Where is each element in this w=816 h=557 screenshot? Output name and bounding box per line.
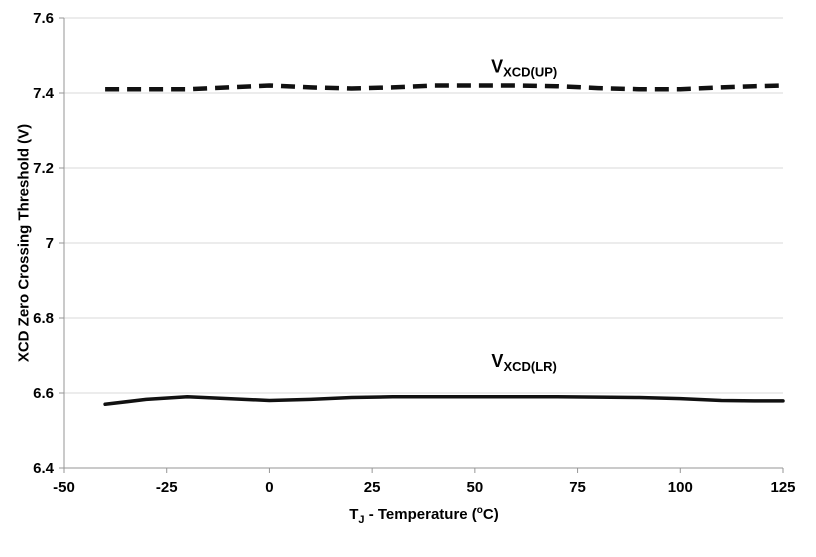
x-tick-label: 75: [569, 479, 586, 496]
x-axis-title-end: C): [482, 506, 499, 523]
x-axis-title: TJ - Temperature (oC): [349, 505, 498, 526]
x-tick-label: 100: [668, 479, 693, 496]
x-tick-label: 125: [770, 479, 795, 496]
x-axis-title-superscript: o: [476, 505, 483, 516]
x-axis-title-main: T: [349, 506, 359, 523]
y-axis-title: XCD Zero Crossing Threshold (V): [16, 124, 33, 362]
x-tick-label: 50: [467, 479, 484, 496]
y-tick-label: 6.6: [33, 385, 54, 402]
series-label-xcdlr: VXCD(LR): [491, 351, 556, 374]
y-tick-label: 7.2: [33, 160, 54, 177]
y-axis-title-text: XCD Zero Crossing Threshold (V): [15, 123, 33, 363]
y-tick-label: 6.8: [33, 310, 54, 327]
x-axis-title-subscript: J: [358, 514, 365, 526]
x-tick-label: 25: [364, 479, 381, 496]
y-tick-label: 7.6: [33, 10, 54, 27]
series-line-xcdlr: [103, 395, 785, 407]
series-line-xcdup: [105, 83, 784, 92]
series-label-xcdup: VXCD(UP): [491, 56, 557, 79]
x-axis-title-rest: - Temperature (: [364, 506, 477, 523]
y-tick-label: 6.4: [33, 460, 55, 477]
x-tick-label: 0: [265, 479, 273, 496]
y-tick-label: 7: [46, 235, 54, 252]
x-tick-label: -50: [53, 479, 75, 496]
y-tick-label: 7.4: [33, 85, 55, 102]
x-tick-label: -25: [156, 479, 178, 496]
